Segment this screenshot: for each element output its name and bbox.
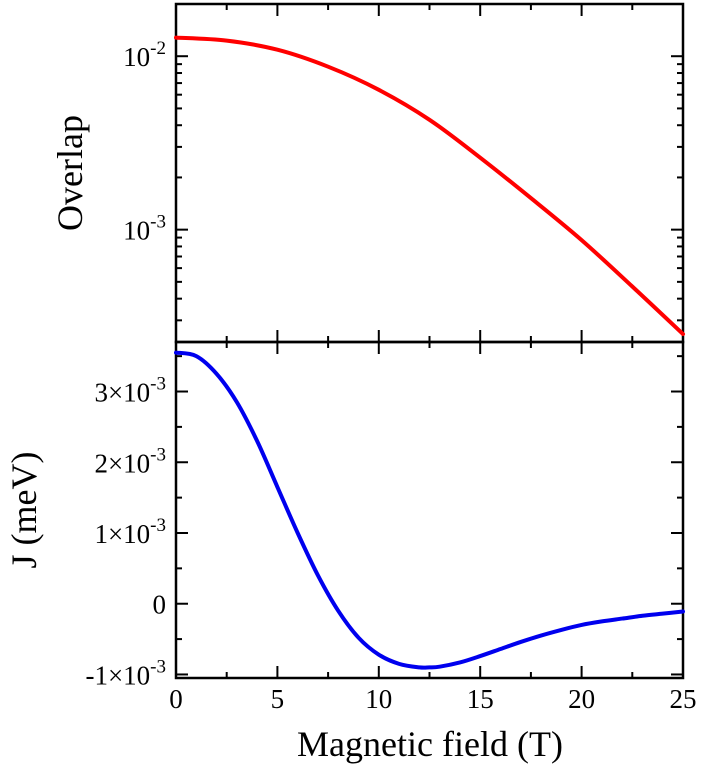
y-tick-label: 10-3	[123, 212, 166, 246]
x-tick-label: 5	[271, 684, 285, 714]
x-tick-label: 20	[568, 684, 595, 714]
y-tick-label: 10-2	[123, 38, 166, 72]
x-tick-label: 0	[169, 684, 183, 714]
j-panel: 0 5 10 15 20 253×10-32×10-31×10-30-1×10-3 J (…	[4, 340, 697, 764]
j-ticks	[175, 342, 684, 678]
overlap-series-line	[174, 35, 685, 337]
overlap-ticks	[175, 4, 684, 342]
x-tick-label: 15	[467, 684, 494, 714]
x-axis-title: Magnetic field (T)	[297, 724, 563, 764]
j-plot-frame	[174, 340, 685, 680]
y-tick-label: 2×10-3	[94, 444, 166, 478]
j-y-axis-title: J (meV)	[4, 452, 44, 569]
y-tick-label: 0	[153, 590, 167, 620]
overlap-tick-labels: 10-2 10-3	[123, 38, 166, 245]
overlap-y-axis-title: Overlap	[50, 115, 90, 231]
y-tick-label: -1×10-3	[85, 656, 166, 690]
y-tick-label: 1×10-3	[94, 515, 166, 549]
overlap-plot-frame	[174, 2, 685, 344]
j-tick-labels: 0 5 10 15 20 253×10-32×10-31×10-30-1×10-3	[85, 374, 696, 714]
y-tick-label: 3×10-3	[94, 374, 166, 408]
j-series-line	[174, 350, 685, 670]
x-tick-label: 10	[365, 684, 392, 714]
x-tick-label: 25	[670, 684, 697, 714]
overlap-panel: 10-2 10-3 Overlap	[50, 2, 685, 344]
